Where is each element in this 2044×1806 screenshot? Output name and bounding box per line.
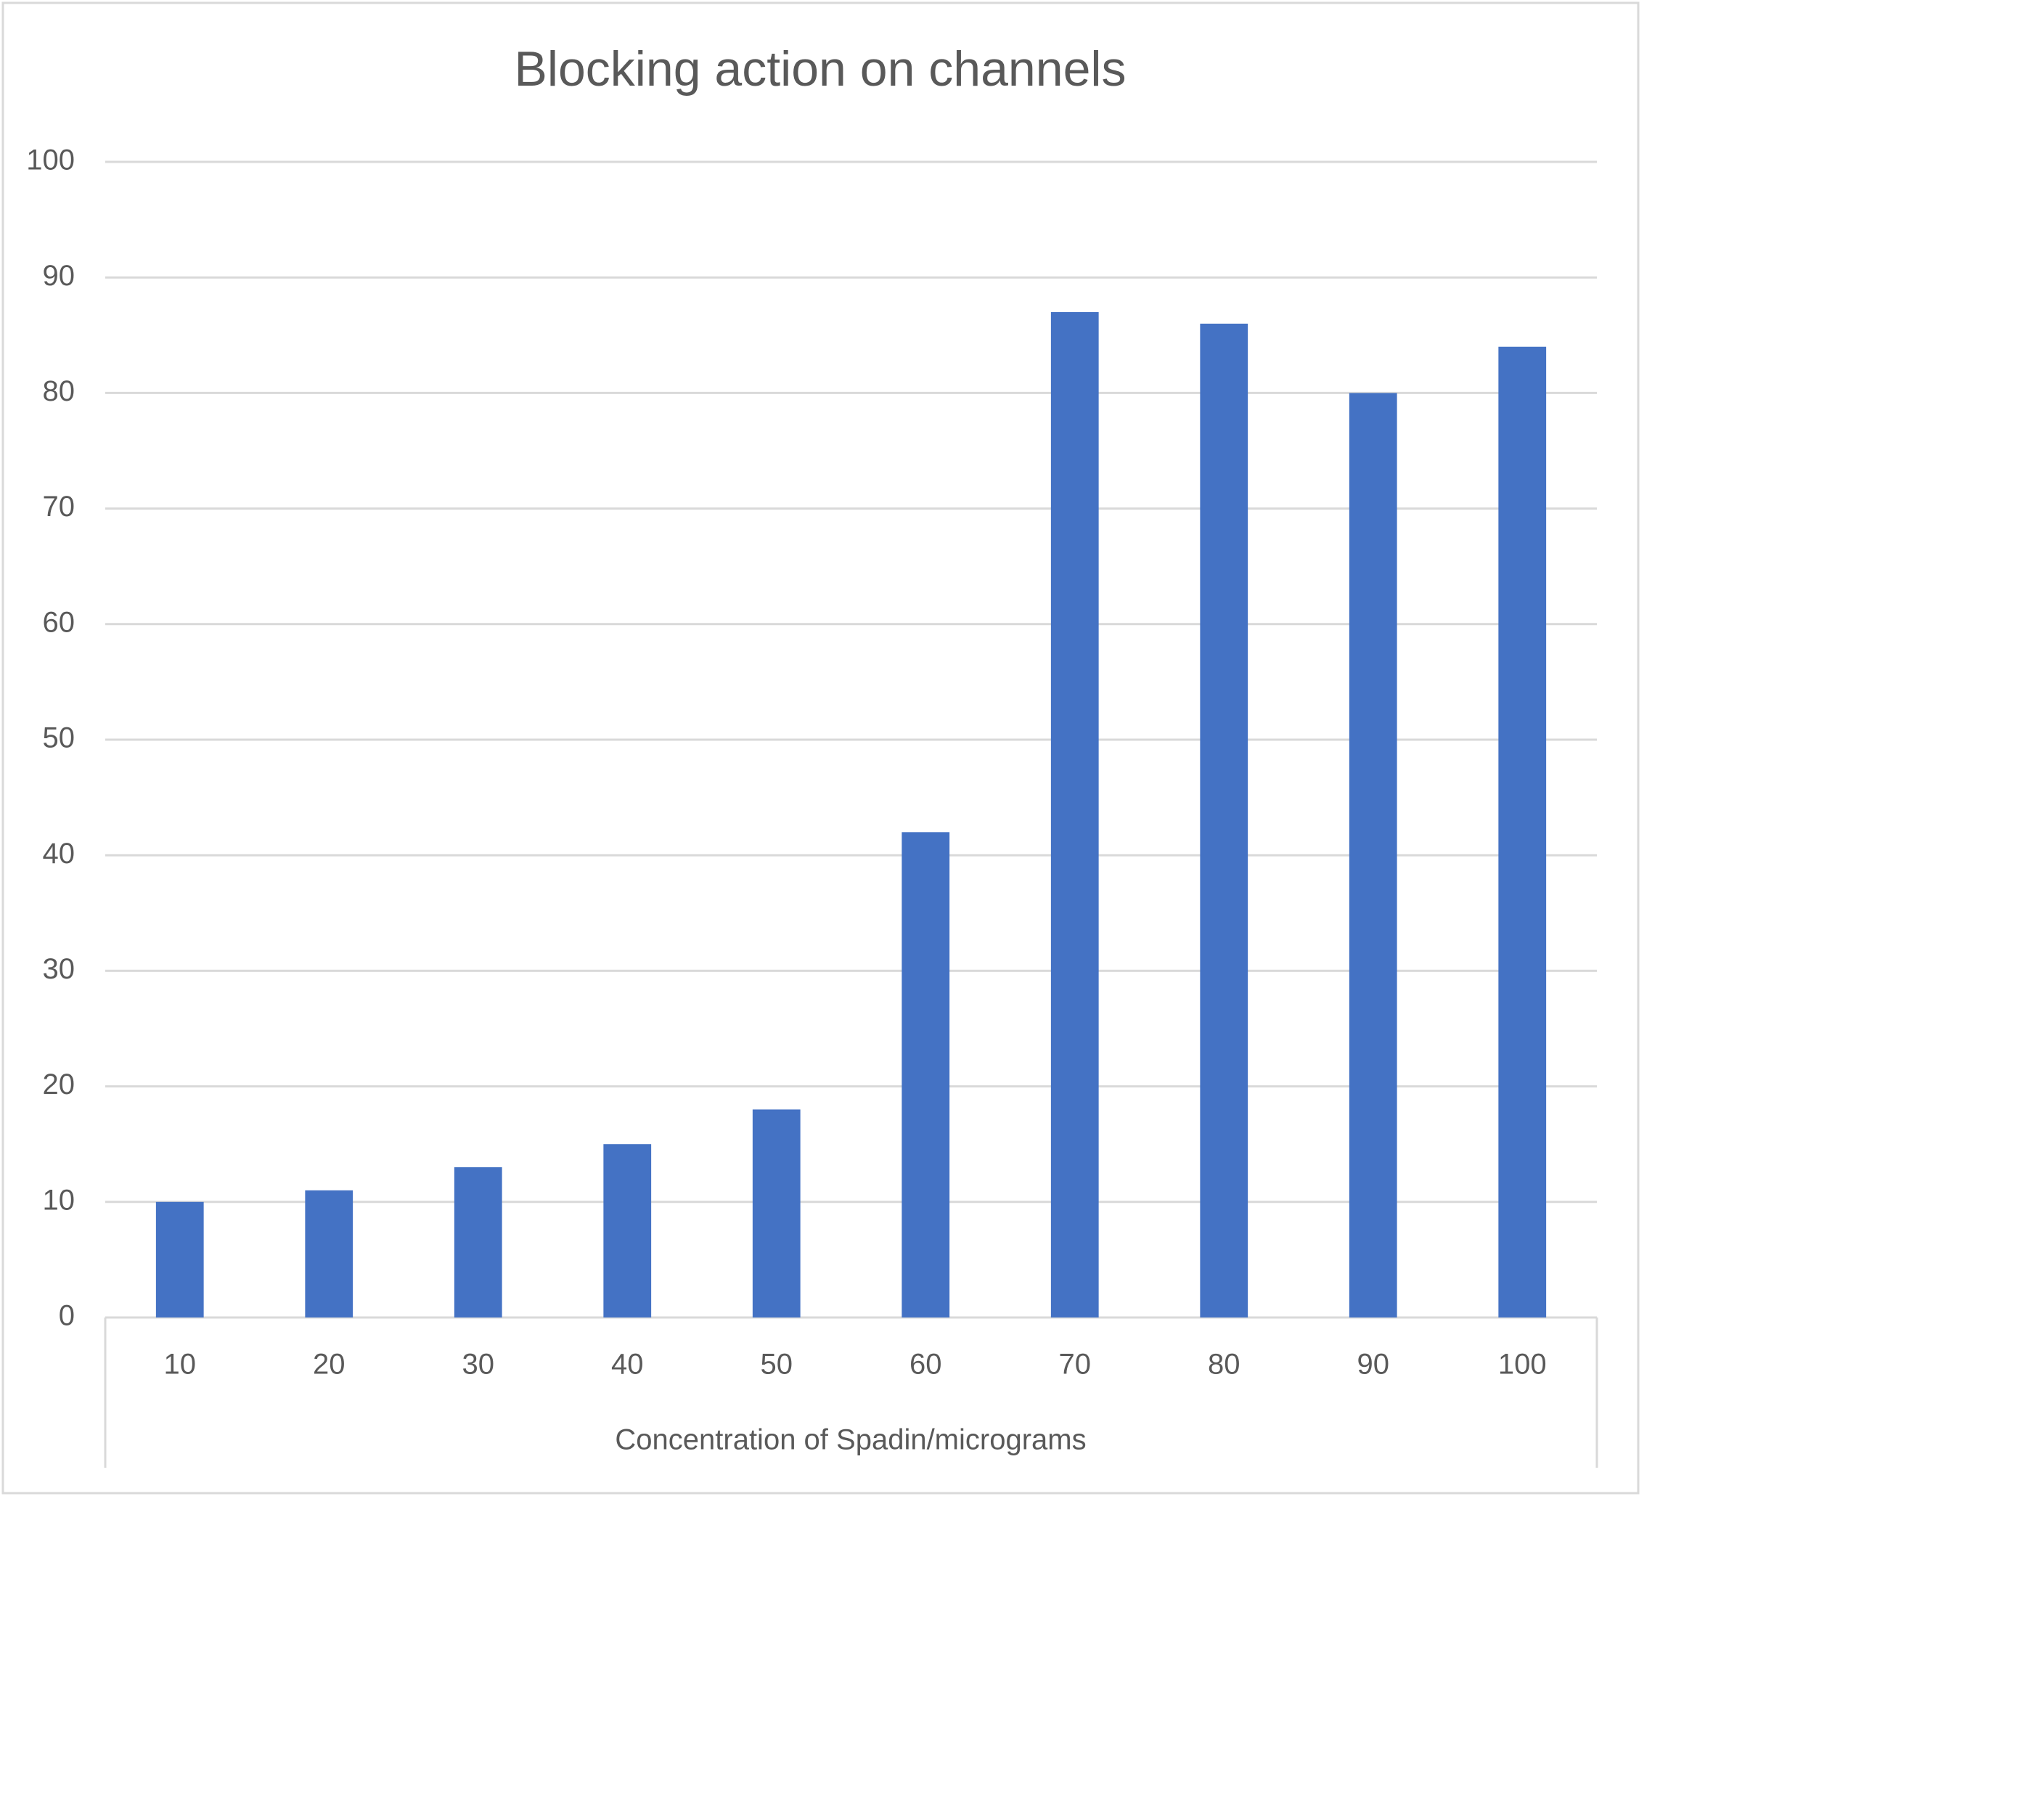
x-tick-label: 70 [1059, 1349, 1092, 1381]
y-tick-label: 60 [43, 606, 75, 638]
chart-title: Blocking action on channels [515, 41, 1127, 97]
x-tick-label: 30 [462, 1349, 495, 1381]
x-tick-label: 50 [761, 1349, 793, 1381]
y-tick-label: 30 [43, 953, 75, 985]
bar [902, 832, 950, 1317]
x-tick-label: 80 [1208, 1349, 1240, 1381]
y-tick-label: 90 [43, 260, 75, 292]
x-tick-label: 20 [313, 1349, 346, 1381]
y-tick-label: 0 [59, 1300, 75, 1332]
y-tick-label: 70 [43, 491, 75, 523]
y-tick-label: 10 [43, 1184, 75, 1216]
bar [155, 1201, 204, 1317]
x-tick-label: 60 [909, 1349, 942, 1381]
bar [454, 1167, 502, 1317]
bar [752, 1109, 801, 1317]
bar [1200, 323, 1248, 1317]
bar [1050, 311, 1099, 1318]
x-tick-label: 100 [1498, 1349, 1547, 1381]
y-tick-label: 20 [43, 1069, 75, 1100]
bar [305, 1190, 353, 1317]
y-tick-label: 50 [43, 722, 75, 754]
x-tick-label: 10 [164, 1349, 197, 1381]
y-tick-label: 80 [43, 375, 75, 407]
x-axis-title: Concentration of Spadin/micrograms [615, 1424, 1086, 1456]
bar [603, 1144, 652, 1317]
y-tick-label: 40 [43, 838, 75, 870]
y-tick-label: 100 [26, 144, 75, 176]
bar [1349, 393, 1397, 1317]
x-tick-label: 40 [611, 1349, 644, 1381]
x-tick-label: 90 [1357, 1349, 1390, 1381]
bar [1498, 346, 1547, 1318]
